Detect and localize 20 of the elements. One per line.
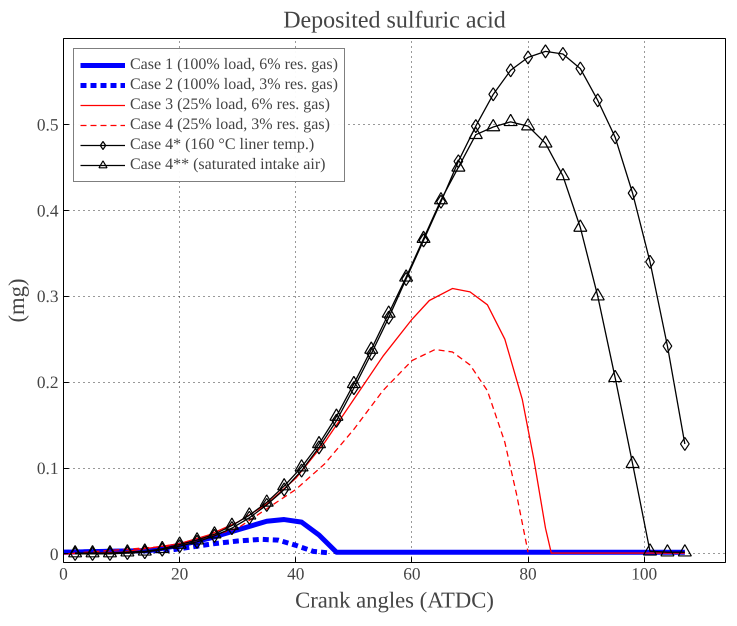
y-axis-title: (mg) [4,278,29,323]
legend-label: Case 4** (saturated intake air) [130,156,326,174]
x-tick-label: 80 [519,564,537,584]
y-tick-label: 0.2 [36,373,59,392]
y-tick-label: 0.3 [36,287,59,306]
x-tick-label: 100 [631,564,658,584]
x-axis-title: Crank angles (ATDC) [295,588,494,612]
legend-label: Case 2 (100% load, 3% res. gas) [130,76,338,94]
y-tick-label: 0.4 [36,201,59,220]
x-tick-label: 40 [287,564,304,584]
legend-label: Case 1 (100% load, 6% res. gas) [130,56,338,74]
y-tick-label: 0.5 [36,115,59,134]
y-tick-label: 0.1 [36,459,59,478]
legend-label: Case 4 (25% load, 3% res. gas) [130,116,330,134]
y-tick-label: 0 [50,544,59,564]
legend-label: Case 4* (160 °C liner temp.) [130,136,314,154]
x-tick-label: 20 [170,564,188,584]
legend-label: Case 3 (25% load, 6% res. gas) [130,96,330,114]
x-tick-label: 60 [403,564,421,584]
chart-title: Deposited sulfuric acid [283,8,506,34]
